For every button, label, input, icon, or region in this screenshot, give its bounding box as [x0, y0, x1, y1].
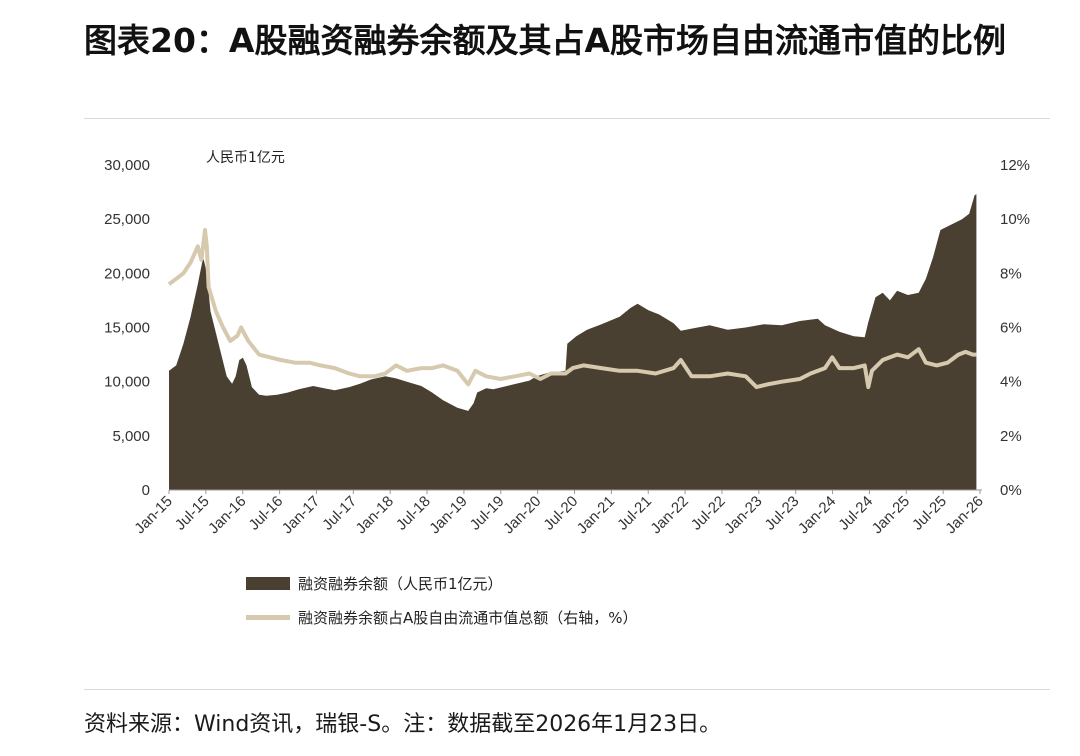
legend-item-balance: 融资融券余额（人民币1亿元） — [246, 566, 638, 600]
right-tick-label: 2% — [1000, 428, 1022, 445]
x-tick-label: Jan-24 — [795, 493, 839, 537]
x-tick-label: Jan-23 — [721, 493, 765, 537]
margin-ratio-line — [167, 228, 977, 390]
left-tick-label: 15,000 — [104, 320, 150, 337]
chart-title: 图表20：A股融资融券余额及其占A股市场自由流通市值的比例 — [84, 21, 1007, 60]
bottom-divider — [84, 689, 1050, 690]
right-tick-label: 0% — [1000, 482, 1022, 499]
legend-label-balance: 融资融券余额（人民币1亿元） — [298, 574, 503, 593]
x-tick-label: Jan-17 — [279, 493, 323, 537]
legend-swatch-line — [246, 614, 290, 620]
top-divider — [84, 118, 1050, 119]
x-tick-label: Jan-18 — [353, 493, 397, 537]
x-tick-label: Jan-19 — [426, 493, 470, 537]
left-tick-label: 25,000 — [104, 211, 150, 228]
legend-label-ratio: 融资融券余额占A股自由流通市值总额（右轴，%） — [298, 608, 638, 627]
source-note: 资料来源：Wind资讯，瑞银-S。注：数据截至2026年1月23日。 — [84, 712, 722, 737]
left-tick-label: 10,000 — [104, 374, 150, 391]
x-tick-label: Jan-25 — [869, 493, 913, 537]
legend-swatch-area — [246, 576, 290, 590]
x-tick-label: Jan-16 — [205, 493, 249, 537]
right-tick-label: 6% — [1000, 320, 1022, 337]
x-tick-label: Jan-21 — [574, 493, 618, 537]
left-tick-label: 30,000 — [104, 157, 150, 174]
right-tick-label: 8% — [1000, 265, 1022, 282]
right-tick-label: 4% — [1000, 374, 1022, 391]
legend-item-ratio: 融资融券余额占A股自由流通市值总额（右轴，%） — [246, 600, 638, 634]
unit-label: 人民币1亿元 — [206, 150, 285, 166]
left-tick-label: 20,000 — [104, 265, 150, 282]
chart-svg: 0 5,000 10,000 15,000 20,000 25,000 30,000 0% 2… — [104, 150, 1030, 537]
legend: 融资融券余额（人民币1亿元） 融资融券余额占A股自由流通市值总额（右轴，%） — [246, 566, 638, 634]
x-tick-label: Jan-22 — [647, 493, 691, 537]
x-tick-label: Jan-20 — [500, 493, 544, 537]
right-tick-label: 10% — [1000, 211, 1030, 228]
x-tick-label: Jan-26 — [942, 493, 986, 537]
left-tick-label: 0 — [142, 482, 150, 499]
right-tick-label: 12% — [1000, 157, 1030, 174]
margin-balance-area — [169, 194, 977, 491]
x-tick-label: Jan-15 — [131, 493, 175, 537]
left-tick-label: 5,000 — [112, 428, 150, 445]
